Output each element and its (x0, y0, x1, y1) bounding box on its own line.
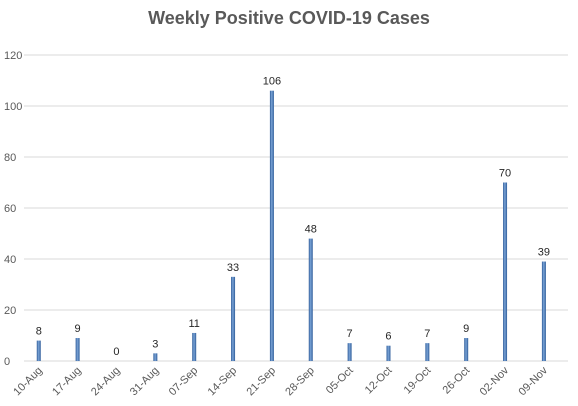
data-label: 70 (499, 168, 511, 180)
x-tick-label: 17-Aug (50, 365, 84, 399)
gridlines (24, 54, 568, 362)
data-label: 7 (347, 328, 353, 340)
y-tick-label: 40 (4, 254, 16, 266)
bar (153, 353, 158, 361)
bar (464, 338, 469, 361)
data-label: 6 (385, 331, 391, 343)
x-tick-label: 12-Oct (363, 365, 395, 397)
data-label: 3 (152, 338, 158, 350)
data-label: 48 (305, 224, 317, 236)
x-tick-label: 28-Sep (283, 365, 317, 399)
x-tick-label: 19-Oct (402, 365, 434, 397)
bar (36, 340, 41, 361)
bar (75, 338, 80, 361)
x-tick-label: 26-Oct (440, 365, 472, 397)
data-label: 39 (538, 247, 550, 259)
bar (386, 345, 391, 361)
bar (541, 261, 546, 361)
bar (425, 343, 430, 361)
bar (192, 332, 197, 361)
y-axis-ticks: 0 20 40 60 80 100 120 (4, 50, 22, 368)
bars (36, 90, 546, 361)
data-label: 106 (263, 76, 281, 88)
x-tick-label: 02-Nov (478, 364, 512, 398)
data-label: 9 (75, 323, 81, 335)
data-label: 33 (227, 262, 239, 274)
x-tick-label: 09-Nov (516, 364, 550, 398)
x-tick-label: 07-Sep (167, 365, 201, 399)
data-labels: 8 9 0 3 11 33 106 48 7 6 7 9 70 39 (36, 76, 550, 358)
x-tick-label: 05-Oct (324, 365, 356, 397)
bar (231, 276, 236, 361)
data-label: 11 (188, 318, 199, 330)
y-tick-label: 0 (4, 356, 10, 368)
bar (269, 90, 274, 361)
data-label: 8 (36, 326, 42, 338)
y-tick-label: 100 (4, 101, 22, 113)
x-axis-ticks: 10-Aug 17-Aug 24-Aug 31-Aug 07-Sep 14-Sep 21-S… (11, 364, 550, 398)
y-tick-label: 60 (4, 203, 16, 215)
x-tick-label: 10-Aug (11, 365, 45, 399)
y-tick-label: 80 (4, 152, 16, 164)
y-tick-label: 120 (4, 50, 22, 62)
x-tick-label: 24-Aug (89, 365, 123, 399)
chart-title: Weekly Positive COVID-19 Cases (148, 8, 430, 28)
data-label: 0 (113, 346, 119, 358)
data-label: 7 (424, 328, 430, 340)
x-tick-label: 31-Aug (128, 365, 162, 399)
data-label: 9 (463, 323, 469, 335)
x-tick-label: 14-Sep (206, 365, 240, 399)
x-tick-label: 21-Sep (244, 365, 278, 399)
bar (347, 343, 352, 361)
y-tick-label: 20 (4, 305, 16, 317)
bar (503, 182, 508, 361)
bar (308, 238, 313, 361)
